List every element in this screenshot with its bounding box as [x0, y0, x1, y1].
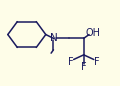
Text: F: F [81, 62, 87, 72]
Text: F: F [68, 57, 73, 67]
Text: OH: OH [86, 28, 101, 38]
Text: F: F [94, 57, 100, 67]
Text: N: N [50, 33, 57, 42]
